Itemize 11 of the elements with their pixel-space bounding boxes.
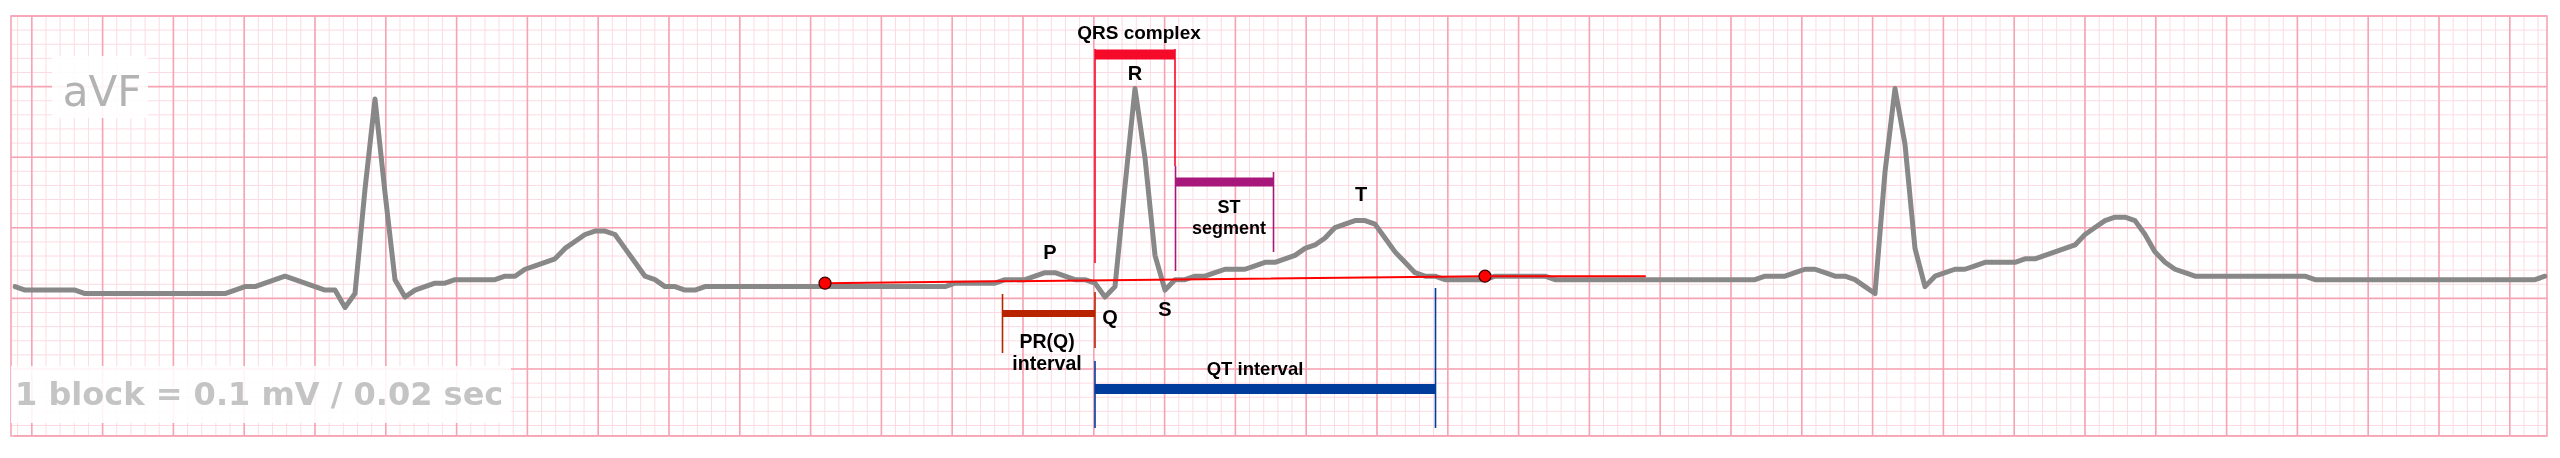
annotation: QT interval <box>1206 358 1304 380</box>
annotation: T <box>1354 182 1368 205</box>
annotation: Q <box>1102 305 1118 328</box>
text: QRS complex <box>1077 22 1202 44</box>
annotation: P <box>1043 240 1057 263</box>
annotation: S <box>1158 297 1172 320</box>
text: R <box>1127 61 1143 84</box>
annotation: aVF <box>62 66 142 116</box>
annotation: 1 block = 0.1 mV / 0.02 sec <box>15 375 504 414</box>
annotation: ST segment <box>1191 196 1267 238</box>
annotation: PR(Q) interval <box>1012 330 1082 375</box>
